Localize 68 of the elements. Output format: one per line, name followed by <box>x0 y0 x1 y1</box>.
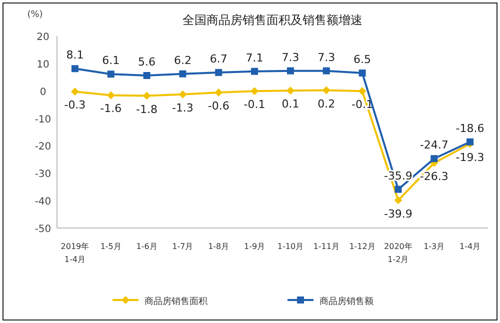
data-label: 5.6 <box>138 55 156 68</box>
data-label: 0.2 <box>318 97 336 110</box>
point <box>107 70 114 78</box>
data-label: -1.8 <box>136 102 158 116</box>
x-tick-label: 1-9月 <box>244 242 266 251</box>
point <box>286 67 294 74</box>
y-tick-label: 10 <box>36 59 50 70</box>
y-tick-label: 20 <box>36 32 50 43</box>
y-tick-label: -30 <box>34 169 52 180</box>
point <box>179 70 186 78</box>
x-tick-label: 1-10月 <box>277 242 304 251</box>
data-label: -0.3 <box>64 98 86 112</box>
data-label: 8.1 <box>66 48 84 62</box>
y-tick-label: -40 <box>34 196 52 208</box>
legend-label: 商品房销售额 <box>320 296 374 307</box>
y-tick-label: 0 <box>40 86 46 98</box>
data-label: -26.3 <box>420 170 448 183</box>
point <box>250 87 259 96</box>
chart-title: 全国商品房销售面积及销售额增速 <box>182 13 362 27</box>
data-label: 6.1 <box>102 54 120 68</box>
point <box>322 86 330 94</box>
x-tick-label: 1-4月 <box>460 242 481 251</box>
point <box>286 86 294 95</box>
x-tick-label: 1-11月 <box>313 242 340 251</box>
point <box>214 88 223 97</box>
point <box>215 68 222 76</box>
data-label: -0.1 <box>244 98 266 112</box>
point <box>394 186 402 193</box>
point <box>430 155 438 162</box>
point <box>178 90 187 98</box>
data-label: 7.3 <box>282 50 300 64</box>
data-label: 0.1 <box>282 98 300 111</box>
x-tick-label: 1-3月 <box>424 242 445 251</box>
y-tick-label: -10 <box>34 114 52 126</box>
point <box>358 70 366 77</box>
point <box>142 92 151 100</box>
x-tick-label: 1-12月 <box>349 242 376 251</box>
data-label: -1.3 <box>172 101 194 114</box>
point <box>251 68 258 75</box>
data-label: -18.6 <box>456 122 484 135</box>
data-label: -39.9 <box>384 207 412 220</box>
y-tick-label: -50 <box>34 224 52 235</box>
point <box>143 72 150 79</box>
point <box>322 67 330 74</box>
x-tick-label: 1-5月 <box>100 242 122 251</box>
data-label: -19.3 <box>456 150 484 164</box>
data-label: 6.7 <box>210 52 228 66</box>
point <box>466 138 474 146</box>
legend-label: 商品房销售面积 <box>144 296 208 307</box>
x-tick-label: 1-7月 <box>172 242 194 251</box>
x-tick-label: 1-6月 <box>136 242 158 251</box>
data-label: -1.6 <box>100 102 122 116</box>
x-tick-label: 2019年 1-4月 <box>60 242 90 264</box>
data-label: -0.6 <box>208 100 230 113</box>
x-tick-label: 1-8月 <box>208 242 230 251</box>
data-label: -24.7 <box>420 138 448 152</box>
point <box>106 91 115 100</box>
point <box>394 196 402 204</box>
data-label: 6.2 <box>174 54 192 67</box>
x-tick-label: 2020年 1-2月 <box>384 242 412 264</box>
y-axis-title: (%) <box>27 10 43 20</box>
data-label: 7.1 <box>246 51 264 64</box>
point <box>71 65 78 72</box>
data-label: 7.3 <box>318 50 336 64</box>
y-tick-label: -20 <box>34 142 52 153</box>
point <box>358 87 366 96</box>
point <box>70 88 79 96</box>
data-label: 6.5 <box>354 53 372 66</box>
